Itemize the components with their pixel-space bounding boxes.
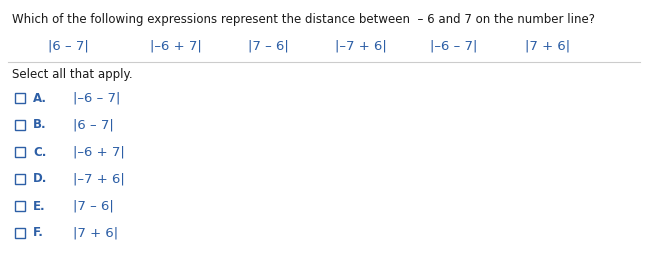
Text: |7 + 6|: |7 + 6| bbox=[525, 40, 570, 53]
Text: Select all that apply.: Select all that apply. bbox=[12, 68, 133, 81]
Text: |–6 – 7|: |–6 – 7| bbox=[73, 92, 121, 105]
Text: D.: D. bbox=[33, 173, 47, 186]
Text: |–6 + 7|: |–6 + 7| bbox=[73, 146, 125, 159]
Text: |7 – 6|: |7 – 6| bbox=[73, 199, 114, 212]
Text: |–6 – 7|: |–6 – 7| bbox=[430, 40, 478, 53]
Text: E.: E. bbox=[33, 199, 45, 212]
Text: C.: C. bbox=[33, 146, 47, 159]
Text: A.: A. bbox=[33, 92, 47, 105]
Text: |7 + 6|: |7 + 6| bbox=[73, 227, 118, 240]
Text: Which of the following expressions represent the distance between  – 6 and 7 on : Which of the following expressions repre… bbox=[12, 13, 595, 26]
Text: |7 – 6|: |7 – 6| bbox=[248, 40, 289, 53]
Text: F.: F. bbox=[33, 227, 44, 240]
Text: B.: B. bbox=[33, 118, 47, 131]
Text: |–6 + 7|: |–6 + 7| bbox=[150, 40, 202, 53]
Text: |6 – 7|: |6 – 7| bbox=[48, 40, 89, 53]
Text: |6 – 7|: |6 – 7| bbox=[73, 118, 114, 131]
Text: |–7 + 6|: |–7 + 6| bbox=[73, 173, 125, 186]
Text: |–7 + 6|: |–7 + 6| bbox=[335, 40, 387, 53]
